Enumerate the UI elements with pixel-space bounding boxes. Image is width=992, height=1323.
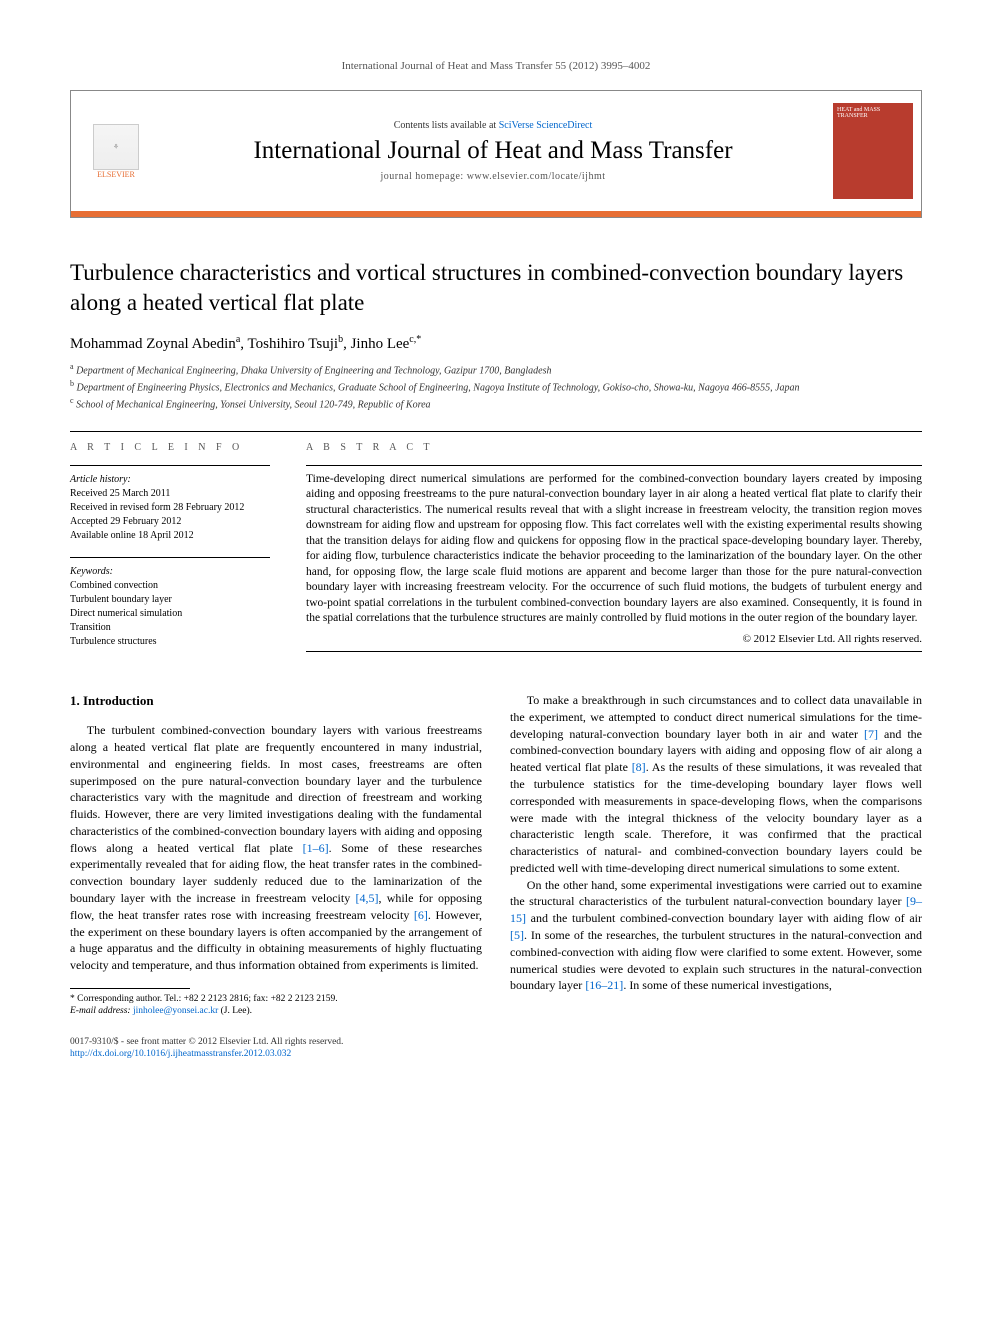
article-title: Turbulence characteristics and vortical … (70, 258, 922, 318)
corresponding-footnote: * Corresponding author. Tel.: +82 2 2123… (70, 993, 482, 1018)
citation[interactable]: [4,5] (355, 891, 378, 905)
keyword: Transition (70, 621, 270, 635)
contents-prefix: Contents lists available at (394, 120, 499, 131)
history-item: Accepted 29 February 2012 (70, 515, 270, 529)
affiliation-b: b Department of Engineering Physics, Ele… (70, 378, 922, 395)
footnote-rule (70, 988, 190, 989)
citation[interactable]: [16–21] (585, 978, 623, 992)
corr-line: * Corresponding author. Tel.: +82 2 2123… (70, 993, 482, 1005)
body-columns: 1. Introduction The turbulent combined-c… (70, 692, 922, 1018)
contents-line: Contents lists available at SciVerse Sci… (161, 120, 825, 131)
journal-cover-thumb: HEAT and MASS TRANSFER (833, 103, 913, 199)
author-1: Mohammad Zoynal Abedin (70, 336, 236, 352)
homepage-line: journal homepage: www.elsevier.com/locat… (161, 171, 825, 182)
keywords-label: Keywords: (70, 566, 270, 577)
citation[interactable]: [1–6] (303, 841, 329, 855)
citation[interactable]: [7] (864, 727, 878, 741)
authors-line: Mohammad Zoynal Abedina, Toshihiro Tsuji… (70, 334, 922, 353)
affiliations: a Department of Mechanical Engineering, … (70, 361, 922, 413)
body-paragraph: On the other hand, some experimental inv… (510, 877, 922, 995)
citation[interactable]: [5] (510, 928, 524, 942)
publisher-label: ELSEVIER (97, 170, 135, 179)
email-line: E-mail address: jinholee@yonsei.ac.kr (J… (70, 1005, 482, 1017)
running-head: International Journal of Heat and Mass T… (70, 60, 922, 72)
author-2-marker: b (338, 334, 343, 345)
keyword: Direct numerical simulation (70, 607, 270, 621)
cover-label: HEAT and MASS TRANSFER (837, 107, 909, 119)
footer-line1: 0017-9310/$ - see front matter © 2012 El… (70, 1036, 922, 1048)
affiliation-a: a Department of Mechanical Engineering, … (70, 361, 922, 378)
divider (306, 651, 922, 652)
journal-name: International Journal of Heat and Mass T… (161, 137, 825, 165)
divider (70, 465, 270, 466)
citation[interactable]: [6] (414, 908, 428, 922)
keyword: Turbulence structures (70, 635, 270, 649)
keyword: Turbulent boundary layer (70, 593, 270, 607)
homepage-url[interactable]: www.elsevier.com/locate/ijhmt (467, 171, 606, 182)
publisher-logo: ⚘ ELSEVIER (71, 120, 161, 183)
homepage-prefix: journal homepage: (380, 171, 466, 182)
divider (70, 557, 270, 558)
author-1-marker: a (236, 334, 240, 345)
divider (306, 465, 922, 466)
footer: 0017-9310/$ - see front matter © 2012 El… (70, 1036, 922, 1061)
divider (70, 431, 922, 432)
history-item: Available online 18 April 2012 (70, 529, 270, 543)
journal-header: ⚘ ELSEVIER Contents lists available at S… (70, 90, 922, 218)
email-label: E-mail address: (70, 1006, 133, 1016)
sciencedirect-link[interactable]: SciVerse ScienceDirect (499, 120, 593, 131)
doi-link[interactable]: http://dx.doi.org/10.1016/j.ijheatmasstr… (70, 1049, 291, 1059)
copyright: © 2012 Elsevier Ltd. All rights reserved… (306, 633, 922, 645)
email-suffix: (J. Lee). (218, 1006, 252, 1016)
citation[interactable]: [9–15] (510, 894, 922, 925)
citation[interactable]: [8] (632, 760, 646, 774)
abstract-label: A B S T R A C T (306, 442, 922, 453)
keyword: Combined convection (70, 579, 270, 593)
section-heading: 1. Introduction (70, 692, 482, 710)
history-item: Received in revised form 28 February 201… (70, 501, 270, 515)
abstract-text: Time-developing direct numerical simulat… (306, 472, 922, 627)
body-paragraph: The turbulent combined-convection bounda… (70, 722, 482, 974)
affiliation-c: c School of Mechanical Engineering, Yons… (70, 395, 922, 412)
history-label: Article history: (70, 474, 270, 485)
author-2: Toshihiro Tsuji (248, 336, 339, 352)
email-link[interactable]: jinholee@yonsei.ac.kr (133, 1006, 218, 1016)
author-3-marker: c,* (409, 334, 421, 345)
body-paragraph: To make a breakthrough in such circumsta… (510, 692, 922, 877)
article-info-label: A R T I C L E I N F O (70, 442, 270, 453)
author-3: Jinho Lee (351, 336, 410, 352)
history-item: Received 25 March 2011 (70, 487, 270, 501)
elsevier-tree-icon: ⚘ (93, 124, 139, 170)
